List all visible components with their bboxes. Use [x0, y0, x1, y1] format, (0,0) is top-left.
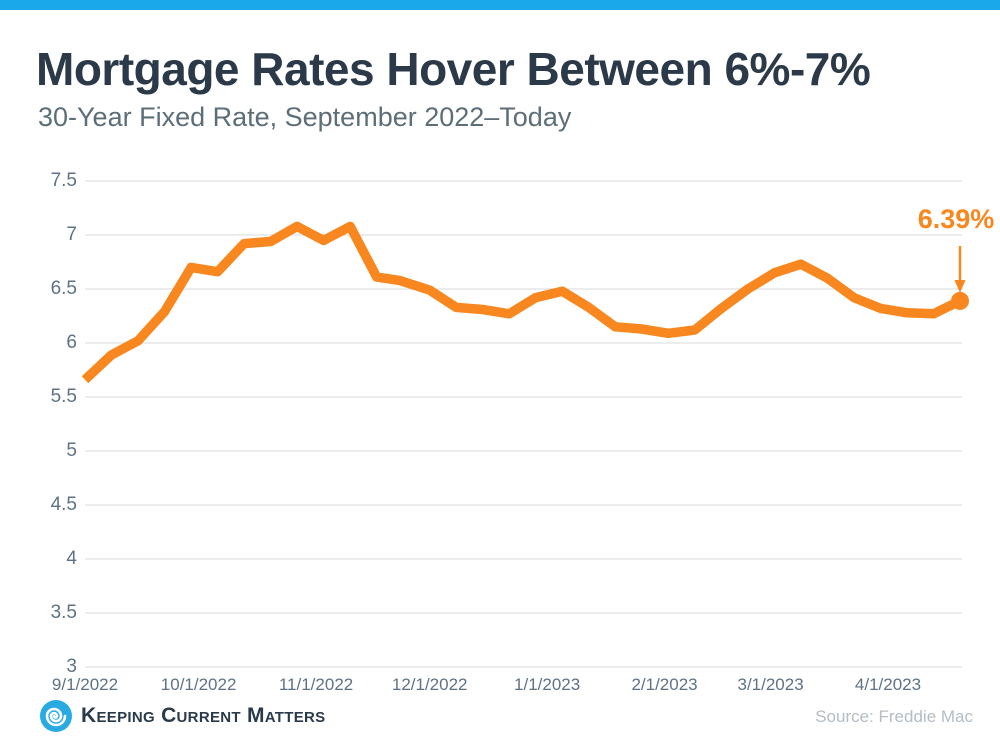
page-subtitle: 30-Year Fixed Rate, September 2022–Today	[38, 102, 572, 132]
annotation-arrowhead-icon	[954, 280, 966, 293]
x-axis-tick-label: 3/1/2023	[737, 675, 804, 694]
x-axis-tick-label: 9/1/2022	[51, 675, 119, 694]
y-axis-tick-label: 3.5	[50, 602, 77, 623]
page-title: Mortgage Rates Hover Between 6%-7%	[36, 43, 871, 95]
brand-logo: Keeping Current Matters	[40, 699, 325, 733]
top-accent-bar	[0, 0, 1000, 10]
x-axis-tick-label: 11/1/2022	[278, 675, 354, 694]
y-axis-tick-label: 3	[66, 656, 77, 677]
latest-data-point	[951, 291, 969, 310]
y-axis-tick-label: 4	[66, 548, 77, 569]
brand-name: Keeping Current Matters	[81, 704, 326, 727]
x-axis-tick-label: 4/1/2023	[854, 675, 922, 694]
y-axis-tick-label: 5	[66, 440, 77, 461]
y-axis-tick-label: 5.5	[50, 386, 77, 407]
y-axis-tick-label: 6.5	[50, 278, 77, 299]
x-axis-tick-label: 2/1/2023	[631, 675, 698, 694]
latest-rate-annotation: 6.39%	[917, 204, 995, 234]
x-axis-tick-label: 12/1/2022	[391, 675, 468, 694]
source-attribution: Source: Freddie Mac	[815, 707, 973, 726]
y-axis-tick-label: 7.5	[50, 170, 77, 191]
kcm-spiral-icon	[40, 700, 72, 732]
y-axis-tick-label: 7	[66, 224, 77, 245]
rate-line	[81, 221, 963, 384]
y-axis-tick-label: 6	[66, 332, 77, 353]
x-axis-tick-label: 10/1/2022	[160, 675, 237, 694]
y-axis-tick-label: 4.5	[50, 494, 77, 515]
x-axis-tick-label: 1/1/2023	[514, 675, 581, 694]
